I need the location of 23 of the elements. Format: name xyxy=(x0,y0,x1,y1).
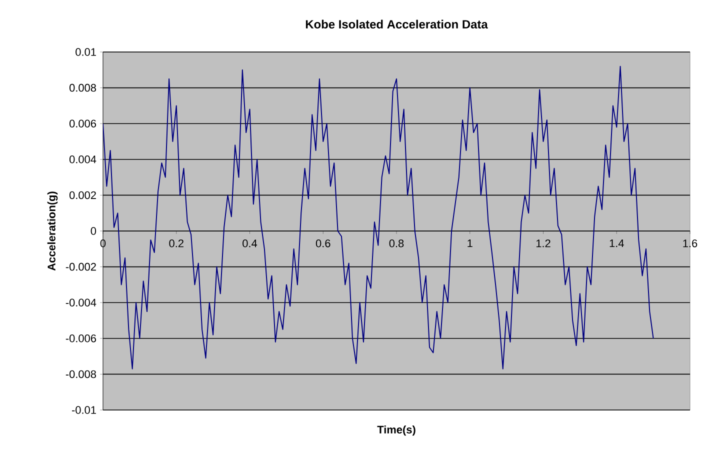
y-tick-label: 0.01 xyxy=(76,48,96,56)
x-tick-label: 1.4 xyxy=(610,240,624,248)
y-tick-label: -0.008 xyxy=(66,370,96,378)
x-tick-label: 1 xyxy=(468,240,472,248)
y-tick-label: 0.004 xyxy=(69,156,96,164)
y-tick-label: 0.006 xyxy=(69,120,96,128)
y-axis-title: Acceleration(g) xyxy=(47,192,58,271)
chart-title: Kobe Isolated Acceleration Data xyxy=(306,20,488,29)
x-tick-label: 0 xyxy=(100,240,106,248)
y-tick-label: 0.008 xyxy=(69,84,96,92)
x-tick-label: 0.2 xyxy=(169,240,184,248)
x-axis-title: Time(s) xyxy=(377,425,416,436)
x-tick-label: 0.8 xyxy=(389,240,404,248)
y-tick-label: -0.01 xyxy=(72,406,96,414)
x-tick-label: 1.2 xyxy=(536,240,550,248)
y-tick-label: 0.002 xyxy=(69,191,96,200)
x-tick-label: 1.6 xyxy=(683,240,698,248)
y-tick-label: 0 xyxy=(90,227,96,235)
x-tick-label: 0.4 xyxy=(242,240,258,248)
y-tick-label: -0.004 xyxy=(66,298,96,306)
y-tick-label: -0.006 xyxy=(66,334,96,342)
y-tick-label: -0.002 xyxy=(66,262,96,271)
x-tick-label: 0.6 xyxy=(316,240,330,248)
